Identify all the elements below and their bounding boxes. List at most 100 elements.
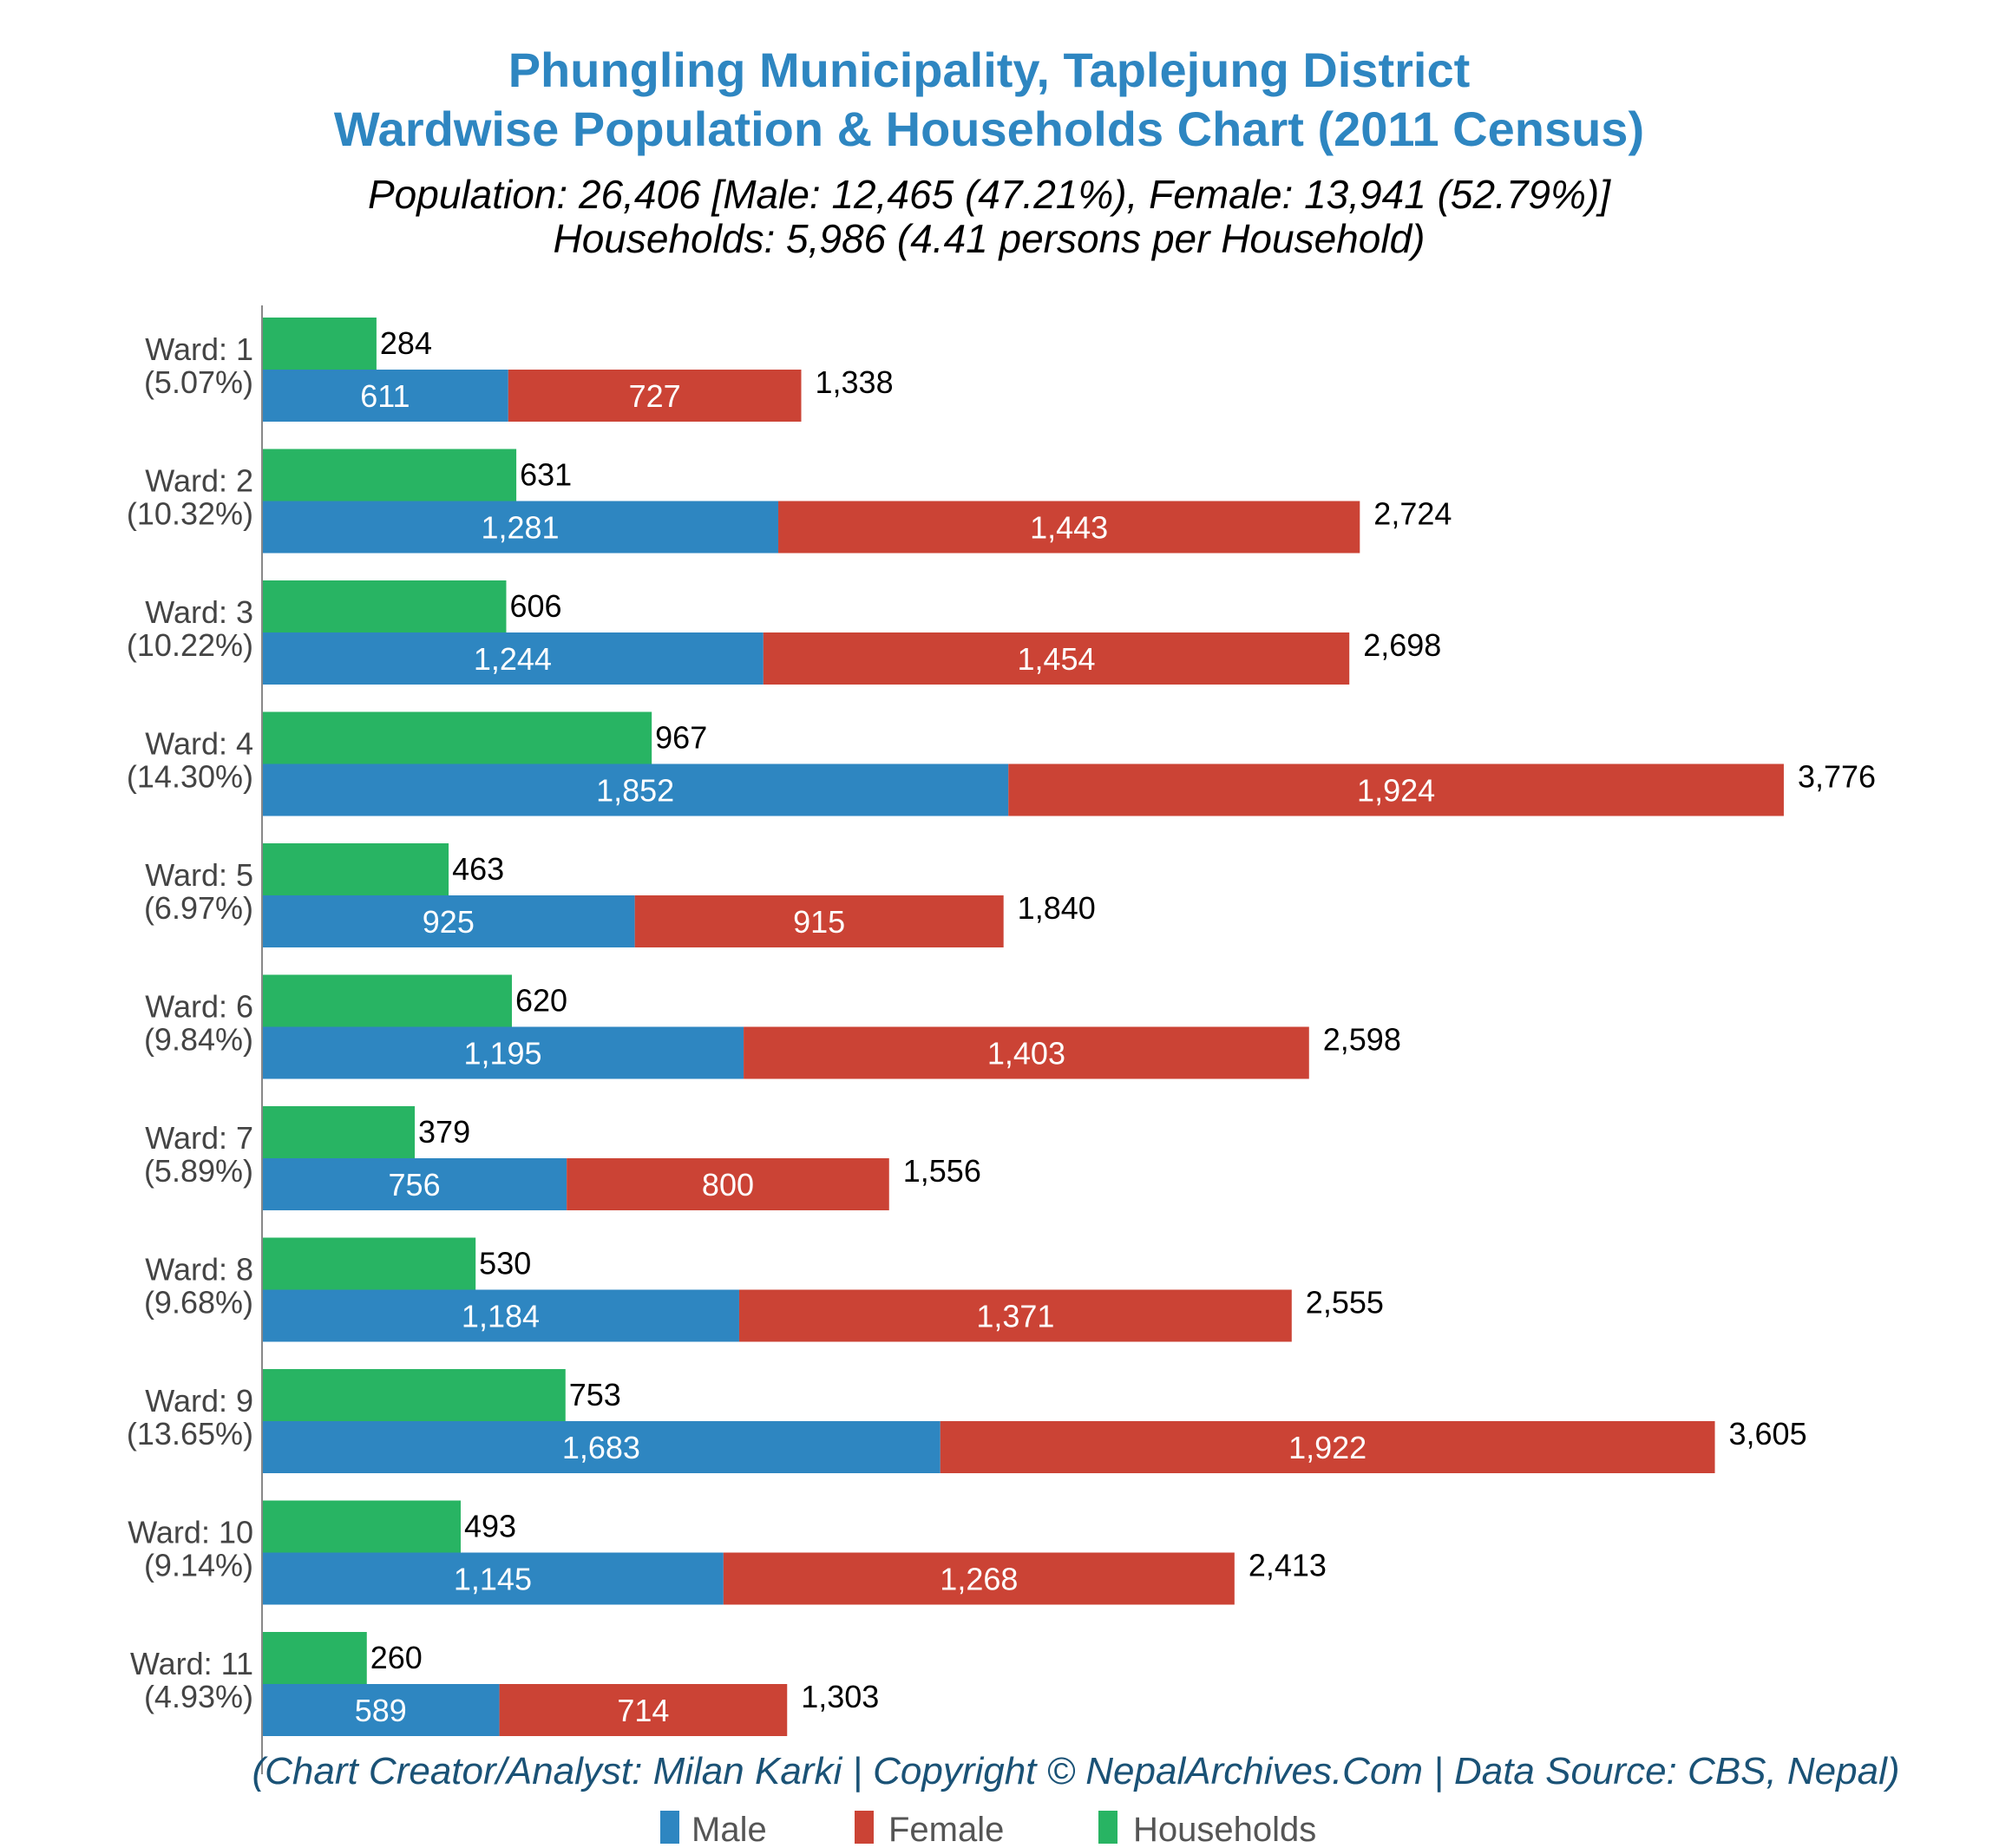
male-bar bbox=[262, 1421, 941, 1473]
female-bar bbox=[723, 1552, 1235, 1605]
male-value-label: 1,683 bbox=[562, 1430, 640, 1465]
male-bar bbox=[262, 370, 508, 422]
legend-swatch-female bbox=[855, 1811, 874, 1844]
footer-credit: (Chart Creator/Analyst: Milan Karki | Co… bbox=[252, 1750, 1899, 1792]
ward-share-label: (5.07%) bbox=[144, 364, 253, 400]
ward-label: Ward: 1 bbox=[145, 331, 253, 367]
legend-swatch-male bbox=[660, 1811, 679, 1844]
households-bar bbox=[262, 1369, 566, 1421]
female-value-label: 1,924 bbox=[1357, 773, 1435, 809]
total-population-label: 2,724 bbox=[1373, 496, 1452, 532]
ward-label: Ward: 11 bbox=[130, 1646, 253, 1681]
male-bar bbox=[262, 1289, 739, 1342]
female-value-label: 1,371 bbox=[976, 1299, 1054, 1334]
total-population-label: 2,555 bbox=[1306, 1285, 1384, 1320]
female-bar bbox=[744, 1026, 1309, 1079]
male-value-label: 1,195 bbox=[463, 1036, 541, 1071]
ward-share-label: (14.30%) bbox=[127, 759, 253, 795]
legend-label-female: Female bbox=[888, 1811, 1004, 1848]
households-value-label: 620 bbox=[515, 983, 567, 1019]
ward-label: Ward: 6 bbox=[145, 989, 253, 1025]
female-bar bbox=[508, 370, 802, 422]
households-value-label: 260 bbox=[370, 1640, 423, 1675]
ward-label: Ward: 4 bbox=[145, 726, 253, 762]
ward-label: Ward: 10 bbox=[128, 1515, 253, 1550]
households-bar bbox=[262, 449, 517, 501]
households-value-label: 967 bbox=[655, 720, 707, 756]
male-value-label: 925 bbox=[423, 904, 475, 940]
total-population-label: 3,776 bbox=[1798, 759, 1876, 795]
total-population-label: 1,840 bbox=[1018, 890, 1096, 926]
female-bar bbox=[763, 632, 1350, 685]
total-population-label: 2,413 bbox=[1249, 1548, 1327, 1583]
female-value-label: 1,268 bbox=[940, 1562, 1018, 1597]
ward-label: Ward: 2 bbox=[145, 463, 253, 499]
households-bar bbox=[262, 580, 507, 632]
households-bar bbox=[262, 1632, 367, 1684]
legend: Male Female Households bbox=[660, 1811, 1316, 1848]
total-population-label: 3,605 bbox=[1729, 1416, 1807, 1452]
households-bar bbox=[262, 1237, 476, 1290]
ward-share-label: (10.32%) bbox=[127, 496, 253, 532]
female-bar bbox=[1008, 763, 1784, 816]
ward-share-label: (9.68%) bbox=[144, 1285, 253, 1320]
male-value-label: 1,184 bbox=[462, 1299, 540, 1334]
households-value-label: 379 bbox=[418, 1114, 470, 1150]
ward-label: Ward: 7 bbox=[145, 1120, 253, 1156]
male-value-label: 589 bbox=[355, 1693, 407, 1728]
ward-label: Ward: 8 bbox=[145, 1252, 253, 1288]
female-value-label: 915 bbox=[793, 904, 845, 940]
legend-label-households: Households bbox=[1133, 1811, 1316, 1848]
total-population-label: 1,556 bbox=[903, 1153, 981, 1189]
households-bar bbox=[262, 318, 377, 370]
households-bar bbox=[262, 974, 512, 1027]
female-bar bbox=[738, 1289, 1292, 1342]
female-value-label: 714 bbox=[617, 1693, 669, 1728]
households-value-label: 530 bbox=[479, 1246, 531, 1281]
households-bar bbox=[262, 711, 652, 764]
legend-label-male: Male bbox=[691, 1811, 767, 1848]
male-bar bbox=[262, 895, 635, 947]
total-population-label: 2,698 bbox=[1363, 627, 1441, 663]
chart-title-line-2: Wardwise Population & Households Chart (… bbox=[334, 102, 1644, 156]
bars-group: Ward: 1(5.07%) 284 611 727 1,338 Ward: 2(10.3… bbox=[127, 318, 1876, 1736]
male-bar bbox=[262, 501, 779, 554]
households-bar bbox=[262, 843, 449, 895]
ward-label: Ward: 5 bbox=[145, 857, 253, 893]
ward-share-label: (9.84%) bbox=[144, 1022, 253, 1058]
male-bar bbox=[262, 1684, 500, 1736]
male-value-label: 1,145 bbox=[454, 1562, 532, 1597]
female-value-label: 1,443 bbox=[1030, 510, 1108, 546]
female-value-label: 1,922 bbox=[1288, 1430, 1367, 1465]
female-bar bbox=[567, 1158, 889, 1210]
female-value-label: 800 bbox=[702, 1167, 754, 1203]
chart-subtitle-line-2: Households: 5,986 (4.41 persons per Hous… bbox=[554, 216, 1426, 261]
households-bar bbox=[262, 1106, 416, 1158]
total-population-label: 1,338 bbox=[816, 364, 894, 400]
female-bar bbox=[634, 895, 1004, 947]
male-value-label: 1,244 bbox=[474, 641, 552, 677]
households-value-label: 631 bbox=[520, 457, 572, 493]
male-value-label: 611 bbox=[360, 378, 410, 414]
ward-share-label: (6.97%) bbox=[144, 890, 253, 926]
male-value-label: 1,852 bbox=[596, 773, 674, 809]
chart-title-line-1: Phungling Municipality, Taplejung Distri… bbox=[508, 43, 1471, 97]
female-bar bbox=[499, 1684, 788, 1736]
ward-share-label: (5.89%) bbox=[144, 1153, 253, 1189]
households-value-label: 753 bbox=[569, 1377, 621, 1412]
ward-label: Ward: 3 bbox=[145, 594, 253, 630]
female-bar bbox=[940, 1421, 1715, 1473]
ward-share-label: (4.93%) bbox=[144, 1679, 253, 1714]
female-value-label: 1,403 bbox=[987, 1036, 1065, 1071]
male-bar bbox=[262, 1158, 567, 1210]
chart-subtitle-line-1: Population: 26,406 [Male: 12,465 (47.21%… bbox=[368, 172, 1611, 217]
male-bar bbox=[262, 763, 1009, 816]
households-bar bbox=[262, 1500, 461, 1553]
female-value-label: 1,454 bbox=[1017, 641, 1095, 677]
total-population-label: 2,598 bbox=[1323, 1022, 1401, 1058]
male-bar bbox=[262, 1026, 744, 1079]
households-value-label: 493 bbox=[464, 1509, 516, 1544]
ward-share-label: (9.14%) bbox=[144, 1548, 253, 1583]
total-population-label: 1,303 bbox=[801, 1679, 879, 1714]
